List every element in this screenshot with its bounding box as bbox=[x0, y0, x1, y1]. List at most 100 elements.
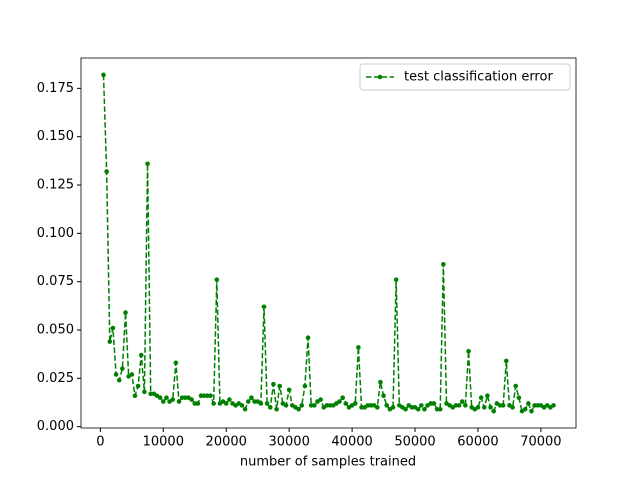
x-tick-label: 30000 bbox=[268, 435, 309, 450]
data-point bbox=[431, 401, 437, 406]
data-point bbox=[384, 403, 390, 408]
data-point bbox=[503, 358, 509, 364]
data-point bbox=[488, 405, 493, 410]
data-point bbox=[393, 277, 399, 283]
data-point bbox=[378, 379, 383, 385]
y-tick-label: 0.000 bbox=[37, 419, 74, 434]
data-point bbox=[459, 399, 465, 404]
data-point bbox=[409, 405, 415, 410]
data-point bbox=[145, 161, 150, 167]
data-point bbox=[208, 393, 213, 399]
data-point bbox=[129, 372, 135, 377]
data-point bbox=[308, 403, 314, 408]
data-point bbox=[403, 406, 408, 412]
data-point bbox=[305, 335, 311, 341]
data-point bbox=[116, 377, 122, 383]
data-point bbox=[267, 405, 273, 410]
data-point bbox=[164, 395, 169, 400]
data-point bbox=[510, 405, 515, 410]
data-point bbox=[491, 408, 497, 414]
data-point bbox=[453, 403, 459, 408]
data-point bbox=[516, 395, 522, 400]
data-point bbox=[120, 366, 125, 371]
y-tick-label: 0.050 bbox=[37, 322, 74, 337]
data-point bbox=[500, 403, 506, 408]
data-point bbox=[324, 403, 330, 408]
data-point bbox=[327, 403, 333, 408]
data-point bbox=[475, 405, 481, 410]
data-point bbox=[227, 397, 232, 402]
data-point bbox=[365, 403, 371, 408]
data-point bbox=[104, 169, 109, 174]
data-point bbox=[264, 401, 270, 406]
data-point bbox=[211, 401, 216, 406]
data-point bbox=[337, 399, 342, 404]
data-point bbox=[205, 393, 210, 399]
data-point bbox=[192, 401, 198, 406]
x-tick-label: 20000 bbox=[206, 435, 247, 450]
data-point bbox=[283, 403, 289, 408]
data-point bbox=[277, 383, 283, 389]
legend-marker bbox=[377, 74, 383, 80]
data-point bbox=[239, 403, 245, 408]
data-point bbox=[466, 348, 471, 354]
data-point bbox=[170, 397, 176, 402]
data-point bbox=[390, 405, 396, 410]
data-point bbox=[419, 403, 424, 408]
data-point bbox=[201, 393, 207, 399]
data-point bbox=[428, 401, 434, 406]
data-point bbox=[249, 395, 254, 400]
data-point bbox=[271, 381, 276, 387]
data-point bbox=[179, 395, 185, 400]
data-point bbox=[318, 397, 323, 402]
data-point bbox=[214, 277, 220, 283]
x-tick-label: 60000 bbox=[457, 435, 498, 450]
y-tick-label: 0.100 bbox=[37, 226, 74, 241]
data-point bbox=[142, 389, 147, 395]
y-tick-label: 0.025 bbox=[37, 371, 74, 386]
y-tick-label: 0.075 bbox=[37, 274, 74, 289]
data-point bbox=[176, 399, 182, 404]
x-tick-label: 10000 bbox=[143, 435, 184, 450]
legend-label: test classification error bbox=[404, 70, 553, 85]
data-point bbox=[160, 399, 166, 404]
x-tick-label: 50000 bbox=[394, 435, 435, 450]
data-point bbox=[286, 387, 292, 393]
data-point bbox=[456, 403, 462, 408]
data-point bbox=[441, 261, 446, 267]
data-point bbox=[381, 393, 386, 399]
y-tick-label: 0.150 bbox=[37, 129, 74, 144]
legend-box bbox=[359, 63, 571, 91]
data-point bbox=[135, 383, 141, 389]
data-point bbox=[189, 397, 194, 402]
data-point bbox=[526, 401, 531, 406]
x-tick-label: 40000 bbox=[331, 435, 372, 450]
data-point bbox=[356, 345, 361, 350]
data-point bbox=[242, 406, 248, 412]
data-point bbox=[195, 401, 201, 406]
data-point bbox=[245, 399, 251, 404]
data-point bbox=[312, 403, 317, 408]
x-tick-label: 70000 bbox=[520, 435, 561, 450]
data-point bbox=[183, 395, 188, 400]
data-point bbox=[497, 403, 503, 408]
data-point bbox=[274, 406, 279, 412]
data-point bbox=[434, 406, 440, 412]
data-point bbox=[481, 405, 487, 410]
data-point bbox=[138, 352, 144, 358]
data-point bbox=[343, 401, 349, 406]
x-axis-label: number of samples trained bbox=[240, 455, 416, 470]
data-point bbox=[478, 395, 484, 400]
data-point bbox=[101, 72, 106, 78]
data-point bbox=[532, 403, 537, 408]
data-point bbox=[422, 406, 427, 412]
data-point bbox=[415, 406, 421, 412]
data-point bbox=[352, 401, 358, 406]
data-point bbox=[535, 403, 541, 408]
data-point bbox=[299, 403, 305, 408]
data-point bbox=[198, 393, 204, 399]
data-point bbox=[551, 403, 556, 408]
data-point bbox=[123, 310, 128, 315]
y-tick-label: 0.175 bbox=[37, 81, 74, 96]
data-point bbox=[437, 406, 443, 412]
